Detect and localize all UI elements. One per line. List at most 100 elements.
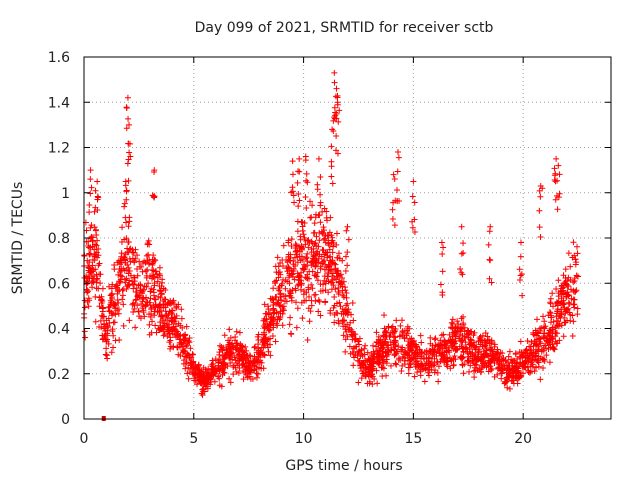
data-point — [151, 308, 158, 315]
data-point — [574, 273, 581, 280]
data-point — [431, 336, 438, 343]
data-point — [272, 338, 279, 345]
data-point — [312, 291, 319, 298]
data-point — [172, 327, 179, 334]
data-point — [547, 295, 554, 302]
data-point — [460, 321, 467, 328]
data-point — [526, 343, 533, 350]
data-point — [133, 252, 140, 259]
data-point — [498, 356, 505, 363]
data-point — [439, 251, 446, 258]
data-point — [105, 315, 112, 322]
data-point — [255, 336, 262, 343]
data-point — [573, 287, 580, 294]
data-point — [164, 300, 171, 307]
data-point — [556, 171, 563, 178]
data-point — [549, 290, 556, 297]
data-point — [95, 246, 102, 253]
data-point — [294, 218, 301, 225]
data-point — [203, 369, 210, 376]
data-point — [277, 259, 284, 266]
data-point — [322, 280, 329, 287]
y-tick-label: 1.4 — [48, 95, 70, 111]
data-point — [280, 307, 287, 314]
data-point — [394, 168, 401, 175]
data-point — [159, 279, 166, 286]
data-point — [303, 205, 310, 212]
data-point — [120, 322, 127, 329]
data-point — [185, 375, 192, 382]
data-point — [547, 299, 554, 306]
data-point — [562, 289, 569, 296]
data-point — [344, 249, 351, 256]
data-point — [345, 236, 352, 243]
data-point — [346, 343, 353, 350]
y-tick-label: 0.8 — [48, 231, 70, 247]
data-point — [546, 359, 553, 366]
data-point — [560, 333, 567, 340]
data-point — [331, 69, 338, 76]
data-point — [437, 337, 444, 344]
data-point — [294, 270, 301, 277]
data-point — [569, 333, 576, 340]
data-point — [270, 285, 277, 292]
data-point — [296, 155, 303, 162]
data-point — [317, 173, 324, 180]
data-point — [304, 179, 311, 186]
data-point — [182, 360, 189, 367]
data-point — [124, 160, 131, 167]
data-point — [97, 271, 104, 278]
data-point — [329, 234, 336, 241]
data-point — [173, 305, 180, 312]
data-point — [143, 298, 150, 305]
x-tick-label: 5 — [189, 431, 198, 447]
data-point — [331, 294, 338, 301]
data-point — [491, 341, 498, 348]
data-point — [295, 190, 302, 197]
data-point — [440, 244, 447, 251]
data-point — [142, 268, 149, 275]
data-point — [233, 328, 240, 335]
data-point — [194, 381, 201, 388]
data-point — [439, 268, 446, 275]
data-point — [373, 367, 380, 374]
data-point — [304, 258, 311, 265]
x-tick-label: 20 — [514, 431, 532, 447]
data-point — [110, 332, 117, 339]
data-point — [337, 271, 344, 278]
data-point — [555, 162, 562, 169]
data-point — [409, 193, 416, 200]
data-point — [199, 392, 206, 399]
data-point — [335, 320, 342, 327]
data-point — [134, 272, 141, 279]
data-point — [302, 157, 309, 164]
data-point — [125, 177, 132, 184]
data-point — [269, 295, 276, 302]
data-point — [293, 299, 300, 306]
data-point — [420, 354, 427, 361]
data-point — [139, 305, 146, 312]
data-point — [362, 342, 369, 349]
data-point — [516, 276, 523, 283]
data-point — [288, 236, 295, 243]
data-point — [141, 258, 148, 265]
data-point — [108, 349, 115, 356]
data-point — [211, 378, 218, 385]
data-point — [574, 305, 581, 312]
data-point — [92, 293, 99, 300]
data-point — [152, 296, 159, 303]
data-point — [299, 223, 306, 230]
y-tick-label: 0.6 — [48, 276, 70, 292]
data-point — [236, 329, 243, 336]
data-point — [296, 197, 303, 204]
data-point — [506, 348, 513, 355]
data-point — [106, 303, 113, 310]
data-point — [394, 348, 401, 355]
data-point — [113, 282, 120, 289]
data-point — [426, 372, 433, 379]
data-point — [399, 344, 406, 351]
data-point — [418, 350, 425, 357]
data-point — [404, 323, 411, 330]
data-point — [565, 250, 572, 257]
data-point — [125, 239, 132, 246]
